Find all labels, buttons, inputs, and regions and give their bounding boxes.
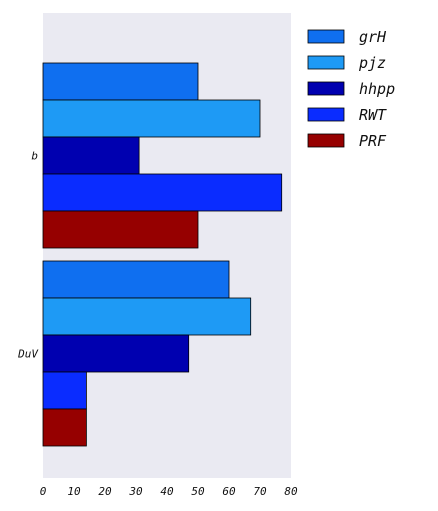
x-tick-label-30: 30: [128, 485, 143, 498]
bar-PRF-b: [43, 211, 198, 248]
bar-grH-DuV: [43, 261, 229, 298]
bar-hhpp-DuV: [43, 335, 189, 372]
x-tick-labels: 0 10 20 30 40 50 60 70 80: [40, 485, 298, 498]
x-tick-label-60: 60: [222, 485, 236, 498]
category-label-b: b: [31, 150, 38, 163]
x-tick-label-40: 40: [160, 485, 174, 498]
legend-swatch-hhpp: [308, 82, 344, 95]
bar-pjz-b: [43, 100, 260, 137]
legend-swatch-PRF: [308, 134, 344, 147]
bar-RWT-b: [43, 174, 282, 211]
legend-label-RWT: RWT: [359, 106, 387, 124]
legend-label-pjz: pjz: [358, 54, 386, 72]
category-label-DuV: DuV: [17, 348, 39, 361]
bar-hhpp-b: [43, 137, 139, 174]
legend-label-hhpp: hhpp: [359, 80, 395, 98]
x-tick-label-0: 0: [40, 485, 47, 498]
x-tick-label-50: 50: [191, 485, 205, 498]
legend-label-grH: grH: [359, 28, 387, 46]
legend-label-PRF: PRF: [359, 132, 387, 150]
legend-swatch-pjz: [308, 56, 344, 69]
bar-pjz-DuV: [43, 298, 251, 335]
bar-grH-b: [43, 63, 198, 100]
legend: grH pjz hhpp RWT PRF: [308, 28, 395, 150]
x-tick-label-20: 20: [98, 485, 112, 498]
legend-swatch-grH: [308, 30, 344, 43]
legend-swatch-RWT: [308, 108, 344, 121]
x-tick-label-10: 10: [67, 485, 81, 498]
x-tick-label-80: 80: [284, 485, 298, 498]
x-tick-label-70: 70: [253, 485, 267, 498]
bar-RWT-DuV: [43, 372, 86, 409]
bar-PRF-DuV: [43, 409, 86, 446]
category-labels: b DuV: [17, 150, 39, 361]
